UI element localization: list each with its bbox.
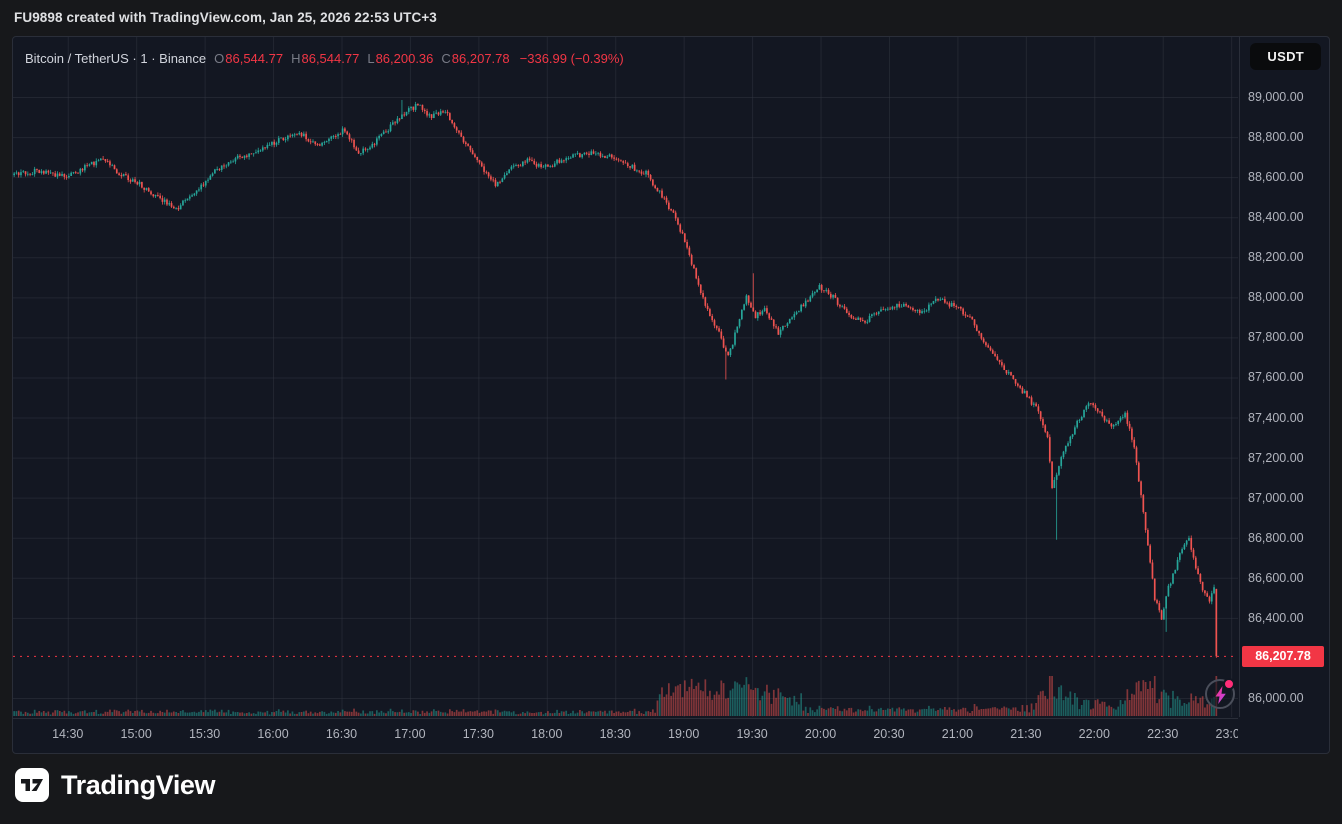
time-tick-label: 18:00 bbox=[531, 727, 563, 741]
price-tick-label: 86,000.00 bbox=[1248, 691, 1304, 705]
time-tick-label: 20:30 bbox=[873, 727, 905, 741]
time-tick-label: 21:30 bbox=[1010, 727, 1042, 741]
tradingview-logo[interactable]: TradingView bbox=[14, 767, 216, 803]
time-tick-label: 15:00 bbox=[120, 727, 152, 741]
attribution-text: FU9898 created with TradingView.com, Jan… bbox=[14, 10, 437, 25]
price-change: −336.99 (−0.39%) bbox=[519, 51, 624, 66]
price-tick-label: 88,400.00 bbox=[1248, 210, 1304, 225]
tradingview-logo-text: TradingView bbox=[61, 769, 216, 800]
time-tick-label: 20:00 bbox=[804, 727, 837, 741]
footer: TradingView bbox=[14, 767, 216, 803]
price-tick-label: 89,000.00 bbox=[1248, 90, 1304, 104]
time-tick-label: 19:00 bbox=[668, 727, 700, 741]
price-tick-label: 86,800.00 bbox=[1248, 530, 1304, 545]
time-tick-label: 16:30 bbox=[325, 727, 358, 741]
notification-dot bbox=[1223, 678, 1235, 690]
time-tick-label: 18:30 bbox=[599, 727, 631, 741]
time-tick-label: 21:00 bbox=[941, 727, 974, 741]
time-tick-label: 22:00 bbox=[1078, 727, 1110, 741]
price-tick-label: 86,600.00 bbox=[1248, 570, 1304, 585]
time-tick-label: 22:30 bbox=[1147, 727, 1179, 741]
lightning-icon bbox=[1215, 686, 1226, 704]
ohlc-close: C86,207.78 bbox=[441, 51, 510, 66]
chart-plot-area: Bitcoin / TetherUS · 1 · Binance O86,544… bbox=[13, 37, 1238, 717]
time-tick-label: 15:30 bbox=[188, 727, 221, 741]
time-axis: 14:30 15:00 15:30 16:00 16:30 17:00 17:30 18:00… bbox=[13, 718, 1238, 753]
boost-button[interactable] bbox=[1205, 678, 1235, 709]
price-tick-label: 88,200.00 bbox=[1248, 250, 1304, 265]
time-tick-label: 17:00 bbox=[394, 727, 426, 741]
price-tick-label: 88,000.00 bbox=[1248, 290, 1304, 305]
chart-legend: Bitcoin / TetherUS · 1 · Binance O86,544… bbox=[25, 51, 624, 66]
price-tick-label: 86,400.00 bbox=[1248, 610, 1304, 625]
price-axis: 86,207.78 89,000.00 88,800.00 88,600.00 88,… bbox=[1239, 37, 1329, 717]
price-tick-label: 87,800.00 bbox=[1248, 330, 1304, 345]
time-tick-label: 16:00 bbox=[257, 727, 289, 741]
ohlc-low: L86,200.36 bbox=[367, 51, 434, 66]
time-tick-label: 14:30 bbox=[52, 727, 84, 741]
currency-toggle-button[interactable]: USDT bbox=[1250, 43, 1321, 70]
price-tick-label: 87,200.00 bbox=[1248, 450, 1304, 465]
price-tick-label: 87,400.00 bbox=[1248, 410, 1304, 425]
ohlc-high: H86,544.77 bbox=[291, 51, 360, 66]
last-price-tag: 86,207.78 bbox=[1242, 645, 1324, 667]
time-tick-label: 23:00 bbox=[1215, 727, 1238, 741]
price-tick-label: 87,000.00 bbox=[1248, 490, 1304, 505]
time-tick-label: 17:30 bbox=[462, 727, 494, 741]
tradingview-logo-icon bbox=[15, 768, 49, 802]
symbol-title: Bitcoin / TetherUS · 1 · Binance bbox=[25, 51, 207, 66]
time-tick-label: 19:30 bbox=[736, 727, 768, 741]
candlestick-chart bbox=[13, 37, 1238, 717]
price-tick-label: 88,600.00 bbox=[1248, 170, 1304, 185]
price-tick-label: 87,600.00 bbox=[1248, 370, 1304, 385]
ohlc-open: O86,544.77 bbox=[214, 51, 284, 66]
chart-card: Bitcoin / TetherUS · 1 · Binance O86,544… bbox=[12, 36, 1330, 754]
price-tick-label: 88,800.00 bbox=[1248, 130, 1304, 145]
